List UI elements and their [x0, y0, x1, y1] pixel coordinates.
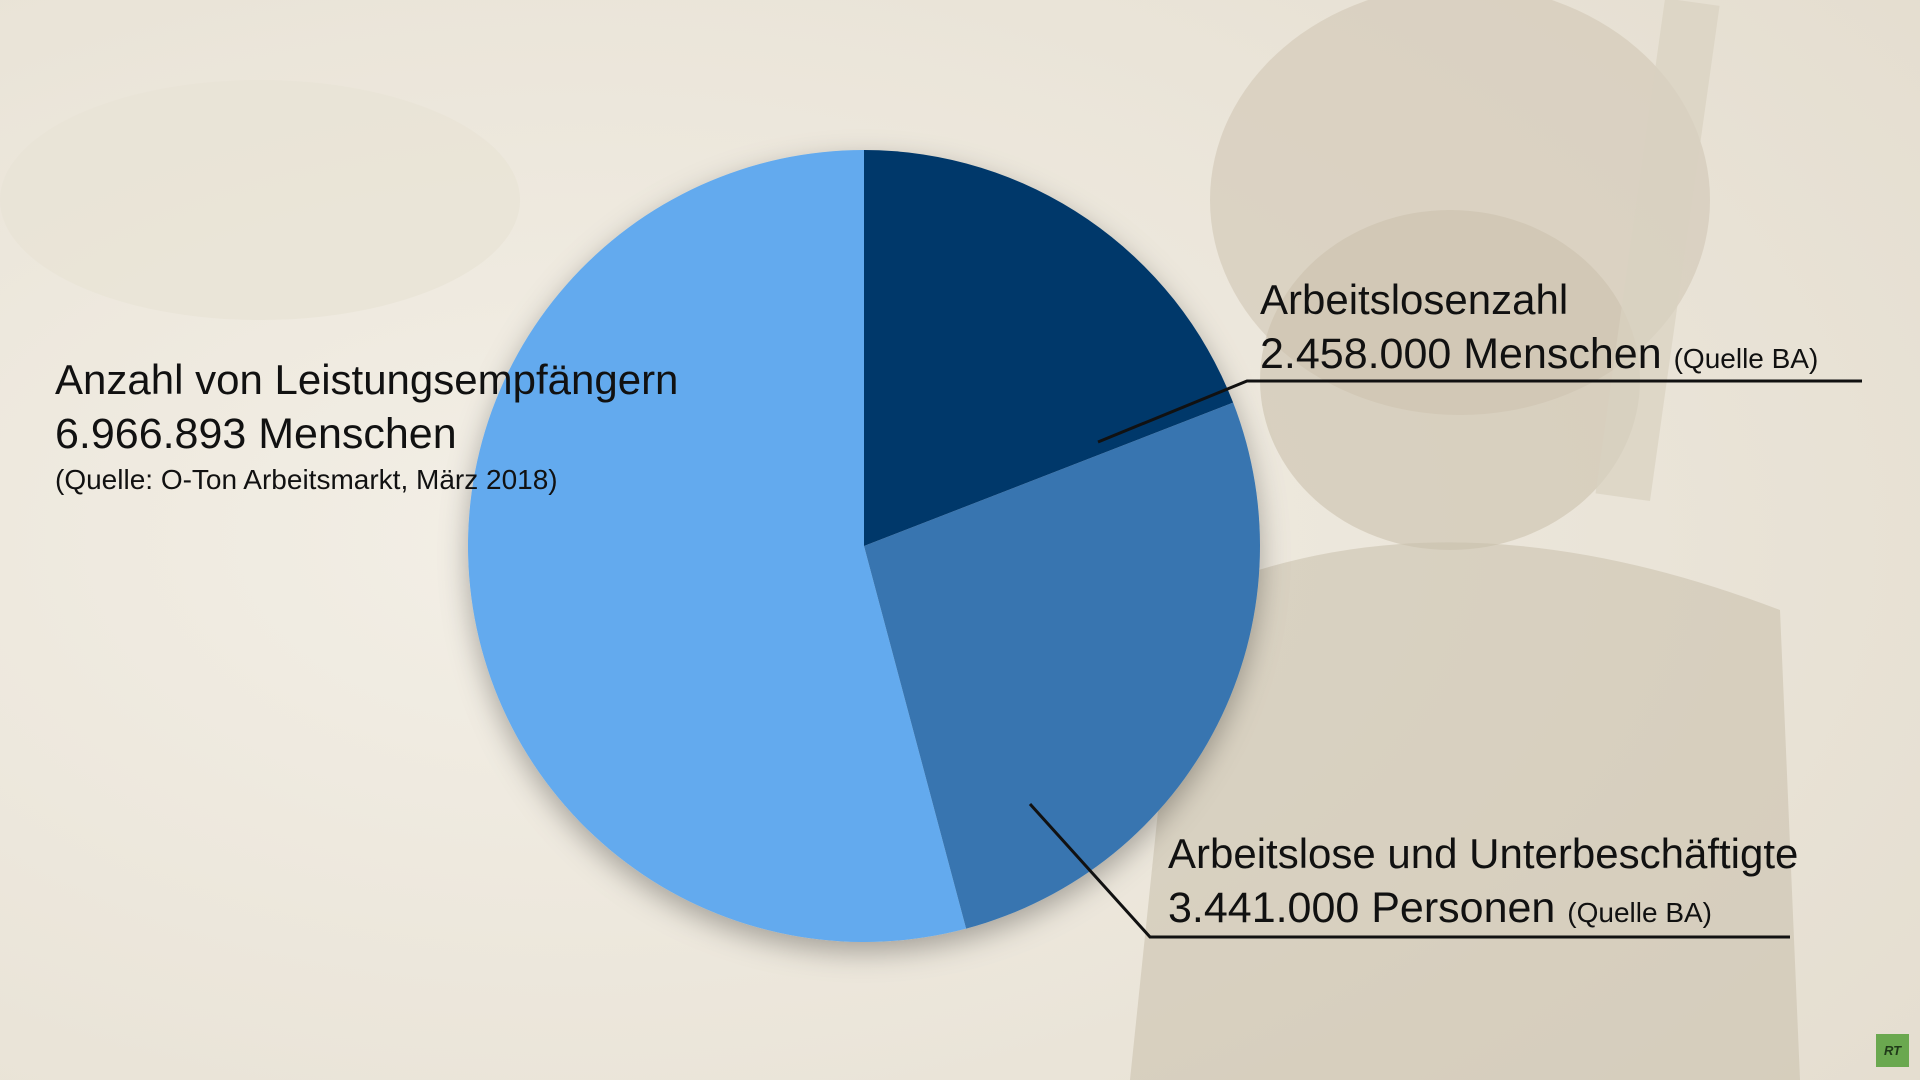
slice-label: Anzahl von Leistungsempfängern — [55, 356, 679, 403]
label-unterbeschaeftigte: Arbeitslose und Unterbeschäftigte 3.441.… — [1168, 826, 1798, 940]
slice-value: 3.441.000 Personen — [1168, 884, 1556, 932]
leader-line-arbeitslosenzahl — [1097, 379, 1862, 444]
slice-source: (Quelle BA) — [1567, 897, 1712, 928]
slice-label: Arbeitslosenzahl — [1260, 276, 1569, 323]
label-arbeitslosenzahl: Arbeitslosenzahl 2.458.000 Menschen (Que… — [1260, 272, 1818, 386]
slice-source: (Quelle BA) — [1673, 343, 1819, 374]
label-leistungsempfaenger: Anzahl von Leistungsempfängern 6.966.893… — [55, 352, 678, 498]
pie-slice — [864, 150, 1234, 546]
pie-slice — [864, 402, 1260, 929]
pie-slice — [467, 150, 967, 943]
slice-value: 2.458.000 Menschen — [1260, 330, 1662, 378]
slice-source: (Quelle: O-Ton Arbeitsmarkt, März 2018) — [55, 464, 558, 495]
slice-value: 6.966.893 Menschen — [55, 410, 457, 458]
slice-label: Arbeitslose und Unterbeschäftigte — [1168, 830, 1799, 877]
rt-logo: RT — [1876, 1034, 1909, 1067]
leader-line-unterbeschaeftigte — [1028, 802, 1790, 939]
